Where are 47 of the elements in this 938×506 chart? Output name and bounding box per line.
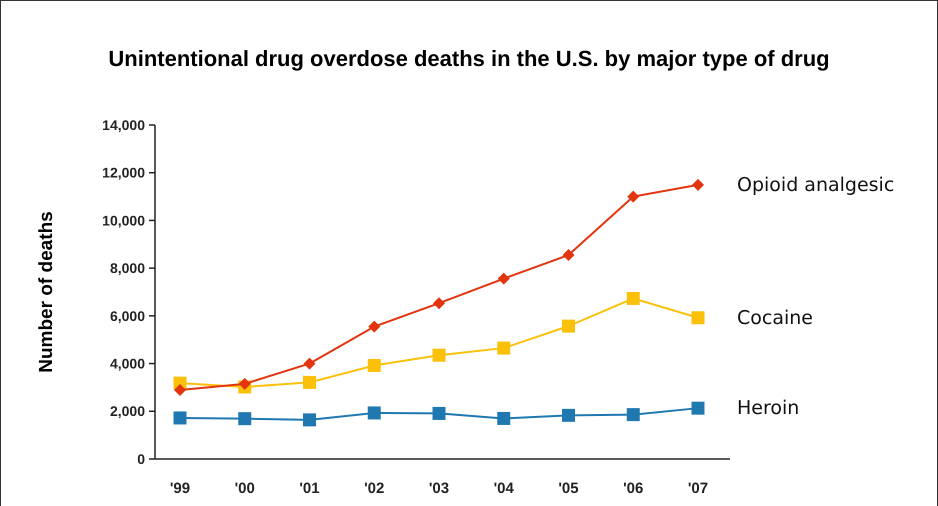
- point: [432, 348, 446, 362]
- point: [174, 411, 186, 424]
- x-tick-label: '02: [364, 480, 384, 497]
- x-tick-label: '00: [234, 480, 255, 497]
- point: [692, 402, 704, 415]
- x-tick-label: '07: [688, 480, 708, 497]
- point: [497, 412, 510, 425]
- series-label: Cocaine: [737, 306, 813, 329]
- point: [433, 297, 445, 310]
- point: [627, 190, 640, 203]
- y-tick-label: 14,000: [102, 116, 146, 133]
- point: [562, 320, 575, 333]
- y-tick-label: 2,000: [110, 403, 146, 420]
- y-tick-label: 0: [137, 450, 146, 467]
- point: [497, 342, 510, 355]
- point: [562, 249, 574, 262]
- y-tick-label: 4,000: [110, 355, 146, 372]
- point: [303, 413, 316, 426]
- point: [368, 406, 381, 420]
- y-tick-label: 8,000: [110, 260, 146, 276]
- y-axis-title: Number of deaths: [36, 211, 57, 373]
- chart-title: Unintentional drug overdose deaths in the U.S. by major type of drug: [108, 46, 830, 71]
- x-tick-label: '04: [494, 480, 515, 497]
- point: [498, 272, 510, 285]
- point: [303, 376, 316, 389]
- x-tick-label: '03: [428, 480, 450, 497]
- point: [692, 311, 704, 324]
- point: [626, 292, 640, 305]
- x-tick-label: '05: [558, 480, 579, 497]
- point: [562, 408, 575, 422]
- point: [368, 358, 381, 372]
- point: [368, 320, 380, 333]
- y-tick-label: 10,000: [102, 212, 146, 228]
- point: [626, 408, 640, 422]
- y-tick-label: 6,000: [110, 308, 146, 324]
- x-tick-label: '99: [170, 480, 190, 497]
- series-label: Opioid analgesic: [737, 174, 894, 196]
- point: [238, 378, 251, 390]
- point: [304, 358, 316, 370]
- x-tick-label: '06: [623, 480, 644, 497]
- y-tick-label: 12,000: [102, 164, 146, 181]
- point: [692, 178, 704, 191]
- x-tick-label: '01: [299, 480, 320, 497]
- series-label: Heroin: [737, 397, 800, 420]
- point: [174, 384, 186, 396]
- point: [432, 406, 446, 420]
- point: [238, 412, 252, 426]
